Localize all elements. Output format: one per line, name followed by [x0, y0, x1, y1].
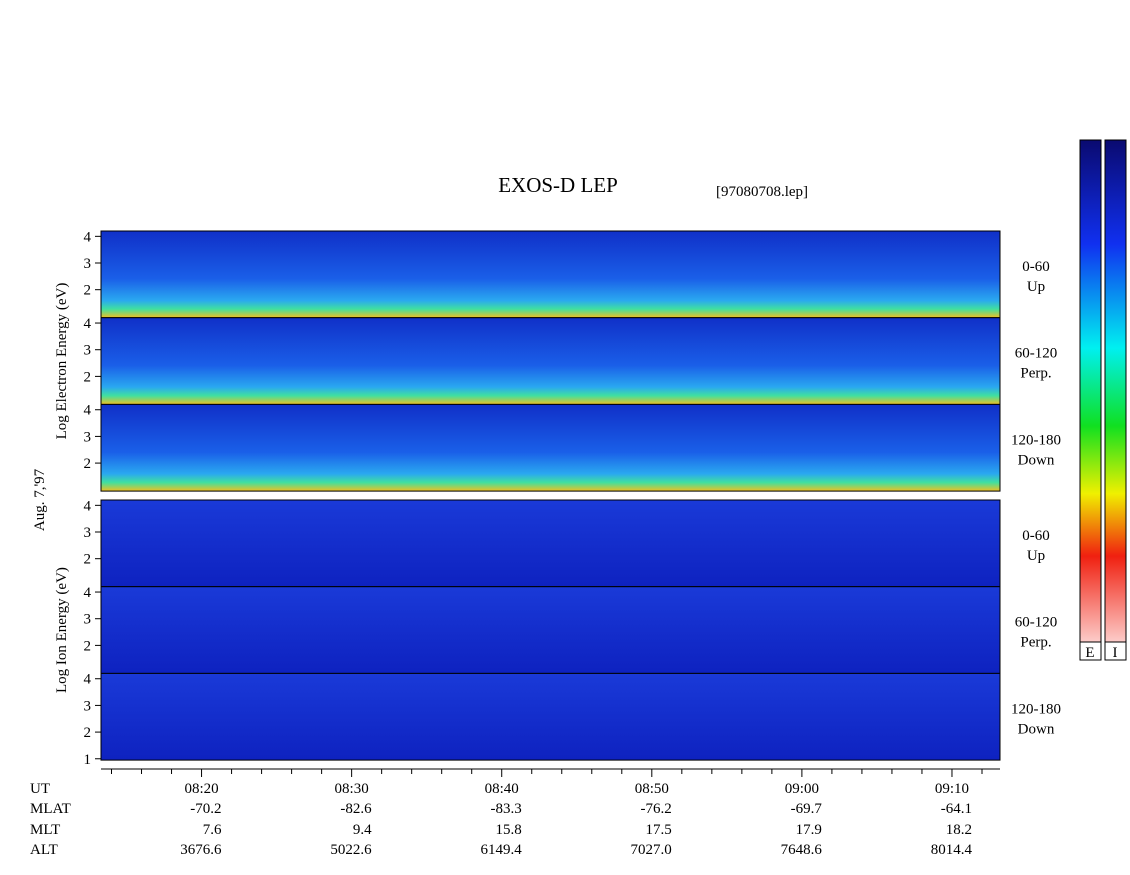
y-axis-label: Log Ion Energy (eV) [54, 567, 70, 693]
panel-label: Down [1018, 452, 1055, 468]
colorbar-box [1104, 641, 1127, 661]
ephemeris-value: 5022.6 [330, 842, 372, 858]
ephemeris-value: 7.6 [203, 822, 222, 838]
x-tick-label: 08:30 [335, 781, 369, 797]
ephemeris-value: 8014.4 [931, 842, 973, 858]
ephemeris-value: -76.2 [641, 801, 672, 817]
ephemeris-value: -70.2 [190, 801, 221, 817]
y-tick-label: 2 [84, 283, 92, 299]
ephemeris-value: -64.1 [941, 801, 972, 817]
panel-label: Up [1027, 548, 1045, 564]
file-name: [97080708.lep] [716, 184, 808, 200]
date-label: Aug. 7,'97 [32, 468, 48, 531]
y-tick-label: 4 [84, 229, 92, 245]
y-tick-label: 4 [84, 403, 92, 419]
ephemeris-value: 18.2 [946, 822, 972, 838]
ephemeris-value: 7648.6 [781, 842, 823, 858]
y-tick-label: 3 [84, 612, 92, 628]
row-name: MLAT [30, 801, 71, 817]
spectrogram-panel [100, 586, 1001, 674]
colorbar-label: I [1113, 645, 1118, 661]
panel-label: Up [1027, 279, 1045, 295]
ephemeris-value: 15.8 [495, 822, 521, 838]
ephemeris-value: 17.5 [646, 822, 672, 838]
x-tick-label: 08:20 [184, 781, 218, 797]
y-tick-label: 2 [84, 369, 92, 385]
ephemeris-value: -83.3 [490, 801, 521, 817]
y-tick-label: 3 [84, 343, 92, 359]
ephemeris-value: -69.7 [791, 801, 823, 817]
y-tick-label: 3 [84, 256, 92, 272]
y-tick-label: 4 [84, 585, 92, 601]
panel-label: 0-60 [1022, 528, 1050, 544]
spectrogram-panel [100, 403, 1001, 492]
y-tick-label: 2 [84, 638, 92, 654]
x-tick-label: 08:40 [485, 781, 519, 797]
spectrogram-panel [100, 499, 1001, 588]
ephemeris-value: 17.9 [796, 822, 822, 838]
spectrogram-panel [100, 672, 1001, 761]
y-axis-label: Log Electron Energy (eV) [54, 283, 70, 440]
ephemeris-value: 6149.4 [480, 842, 522, 858]
spectrogram-panel [100, 317, 1001, 405]
y-tick-label: 4 [84, 498, 92, 514]
y-tick-label: 2 [84, 552, 92, 568]
colorbar [1079, 139, 1102, 661]
title: EXOS-D LEP [498, 173, 618, 197]
y-tick-label: 1 [84, 752, 92, 768]
ephemeris-value: 9.4 [353, 822, 372, 838]
x-tick-label: 08:50 [635, 781, 669, 797]
ephemeris-value: -82.6 [340, 801, 372, 817]
colorbar [1104, 139, 1127, 661]
row-name: MLT [30, 822, 60, 838]
panel-label: 0-60 [1022, 259, 1050, 275]
panel-label: Down [1018, 721, 1055, 737]
ephemeris-value: 7027.0 [631, 842, 672, 858]
colorbar-label: E [1085, 645, 1094, 661]
panel-label: 60-120 [1015, 615, 1058, 631]
y-tick-label: 4 [84, 672, 92, 688]
row-name: UT [30, 781, 50, 797]
panel-label: 120-180 [1011, 701, 1061, 717]
panel-label: 120-180 [1011, 432, 1061, 448]
y-tick-label: 3 [84, 698, 92, 714]
ephemeris-value: 3676.6 [180, 842, 222, 858]
colorbar-box [1079, 641, 1102, 661]
y-tick-label: 3 [84, 429, 92, 445]
x-tick-label: 09:00 [785, 781, 819, 797]
y-tick-label: 2 [84, 456, 92, 472]
y-tick-label: 2 [84, 725, 92, 741]
row-name: ALT [30, 842, 58, 858]
panel-label: Perp. [1020, 635, 1051, 651]
y-tick-label: 3 [84, 525, 92, 541]
panel-label: 60-120 [1015, 346, 1058, 362]
spectrogram-panel [100, 230, 1001, 319]
y-tick-label: 4 [84, 316, 92, 332]
x-tick-label: 09:10 [935, 781, 969, 797]
panel-label: Perp. [1020, 366, 1051, 382]
